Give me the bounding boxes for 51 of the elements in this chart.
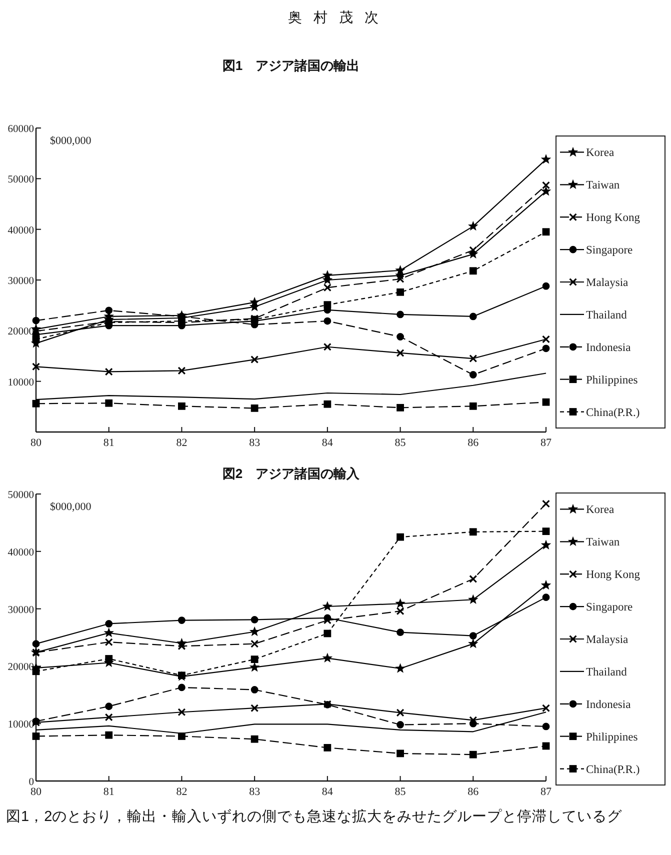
y-tick-label: 50000 [8,490,34,501]
x-tick-label: 83 [249,786,261,798]
legend-label: Korea [586,147,614,160]
x-tick-label: 84 [322,786,334,798]
y-tick-label: 30000 [8,276,34,287]
legend-label: Malaysia [586,634,628,646]
y-axis-title: $000,000 [50,135,92,147]
legend-label: Taiwan [586,536,620,549]
y-tick-label: 10000 [8,377,34,388]
x-tick-label: 80 [30,437,42,449]
caption: 図1，2のとおり，輸出・輸入いずれの側でも急速な拡大をみせたグループと停滞しているグ [6,808,624,825]
x-tick-label: 82 [176,786,188,798]
legend-label: Singapore [586,602,633,614]
legend-label: Indonesia [586,342,631,354]
x-tick-label: 81 [103,437,114,449]
legend-label: China(P.R.) [586,406,640,419]
chart-title: 図2 アジア諸国の輸入 [222,466,361,481]
legend-label: Indonesia [586,698,631,711]
y-axis-title: $000,000 [50,501,92,513]
y-tick-label: 60000 [8,124,34,135]
x-tick-label: 80 [30,786,42,798]
y-tick-label: 50000 [8,174,34,186]
y-tick-label: 0 [28,777,34,788]
x-tick-label: 83 [249,437,261,449]
legend-label: Korea [586,504,614,516]
legend-label: Singapore [586,244,633,257]
x-tick-label: 85 [394,437,406,449]
x-tick-label: 84 [322,437,334,449]
legend-label: Hong Kong [586,212,640,224]
x-tick-label: 81 [103,786,114,798]
y-tick-label: 20000 [8,326,34,338]
x-tick-label: 87 [540,437,552,449]
y-tick-label: 10000 [8,720,34,731]
legend-label: Philippines [586,374,638,386]
y-tick-label: 30000 [8,604,34,616]
chart-title: 図1 アジア諸国の輸出 [222,58,360,73]
y-tick-label: 40000 [8,225,34,236]
legend-label: Taiwan [586,180,620,192]
legend-label: Philippines [586,731,638,744]
legend-label: Thailand [586,666,628,678]
legend-label: China(P.R.) [586,764,640,776]
y-tick-label: 40000 [8,547,34,558]
legend-label: Hong Kong [586,569,640,582]
x-tick-label: 87 [540,786,552,798]
legend-label: Thailand [586,309,628,322]
text: 奥 村 茂 次 [288,10,382,26]
x-tick-label: 86 [468,786,480,798]
x-tick-label: 82 [176,437,188,449]
x-tick-label: 86 [468,437,480,449]
legend-label: Malaysia [586,277,628,289]
x-tick-label: 85 [394,786,406,798]
